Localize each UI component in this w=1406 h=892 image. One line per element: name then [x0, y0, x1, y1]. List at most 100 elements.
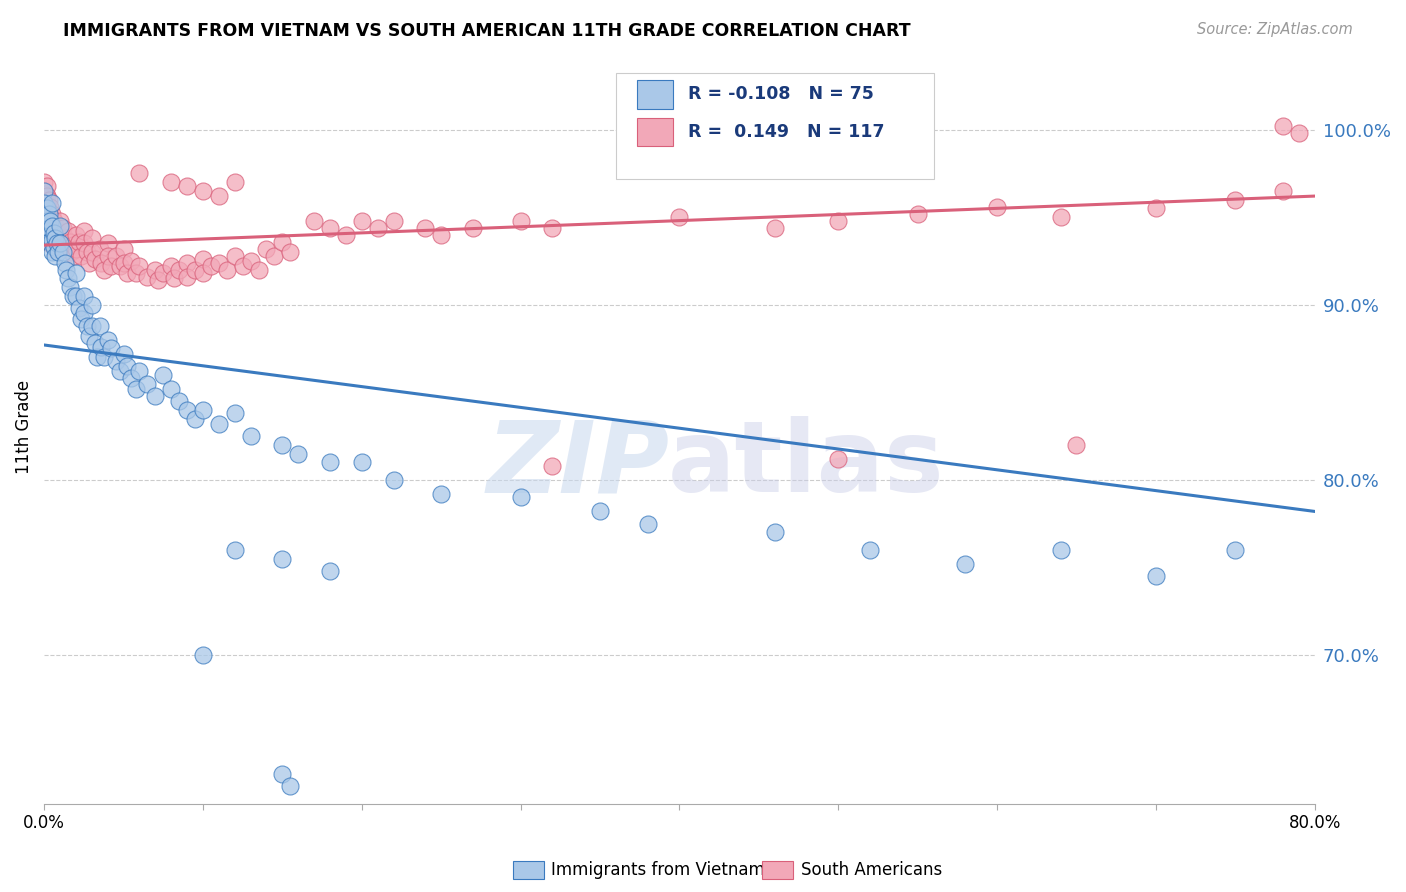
Point	[39, 231, 62, 245]
Point	[163, 271, 186, 285]
Point	[128, 364, 150, 378]
Point	[136, 376, 159, 391]
Point	[128, 259, 150, 273]
Text: IMMIGRANTS FROM VIETNAM VS SOUTH AMERICAN 11TH GRADE CORRELATION CHART: IMMIGRANTS FROM VIETNAM VS SOUTH AMERICA…	[63, 22, 911, 40]
Point	[73, 289, 96, 303]
Point	[52, 245, 75, 260]
Point	[430, 227, 453, 242]
Point	[152, 266, 174, 280]
Point	[65, 242, 87, 256]
Point	[160, 175, 183, 189]
Point	[263, 249, 285, 263]
Point	[42, 240, 65, 254]
Point	[278, 780, 301, 794]
Point	[110, 364, 132, 378]
Point	[32, 202, 55, 216]
Point	[224, 406, 246, 420]
Point	[367, 220, 389, 235]
Point	[121, 253, 143, 268]
Point	[37, 224, 59, 238]
Point	[38, 220, 60, 235]
Point	[1271, 184, 1294, 198]
Point	[191, 252, 214, 267]
Point	[589, 504, 612, 518]
Point	[55, 262, 77, 277]
Point	[97, 249, 120, 263]
Point	[52, 220, 75, 235]
Point	[319, 564, 342, 578]
FancyBboxPatch shape	[616, 73, 934, 178]
Text: Immigrants from Vietnam: Immigrants from Vietnam	[551, 861, 765, 879]
Point	[287, 447, 309, 461]
Point	[184, 411, 207, 425]
Point	[224, 543, 246, 558]
Point	[53, 255, 76, 269]
Point	[152, 368, 174, 382]
Point	[382, 213, 405, 227]
Point	[37, 202, 59, 216]
Bar	[637, 118, 673, 146]
Text: South Americans: South Americans	[801, 861, 942, 879]
Point	[65, 227, 87, 242]
Point	[32, 184, 55, 198]
Point	[49, 213, 72, 227]
Point	[39, 200, 62, 214]
Point	[32, 227, 55, 242]
Point	[176, 269, 198, 284]
Point	[73, 306, 96, 320]
Point	[32, 193, 55, 207]
Point	[56, 271, 79, 285]
Point	[125, 382, 148, 396]
Point	[125, 266, 148, 280]
Text: atlas: atlas	[668, 417, 945, 514]
Point	[37, 213, 59, 227]
Point	[44, 249, 66, 263]
Point	[112, 255, 135, 269]
Point	[37, 227, 59, 242]
Point	[637, 516, 659, 531]
Point	[1144, 569, 1167, 583]
Point	[53, 231, 76, 245]
Point	[100, 342, 122, 356]
Point	[41, 196, 63, 211]
Point	[232, 259, 254, 273]
Point	[32, 210, 55, 224]
Point	[41, 227, 63, 242]
Point	[73, 236, 96, 251]
Point	[65, 266, 87, 280]
Text: R =  0.149   N = 117: R = 0.149 N = 117	[689, 123, 884, 141]
Point	[541, 220, 564, 235]
Point	[32, 196, 55, 211]
Point	[112, 347, 135, 361]
Point	[90, 255, 112, 269]
Point	[97, 236, 120, 251]
Point	[42, 235, 65, 249]
Point	[215, 262, 238, 277]
Point	[128, 166, 150, 180]
Point	[184, 262, 207, 277]
Point	[84, 252, 107, 267]
Point	[271, 551, 294, 566]
Point	[48, 245, 70, 260]
Point	[1049, 543, 1071, 558]
Point	[224, 175, 246, 189]
Point	[827, 451, 849, 466]
Point	[827, 213, 849, 227]
Point	[32, 215, 55, 229]
Point	[160, 259, 183, 273]
Point	[191, 184, 214, 198]
Point	[38, 193, 60, 207]
Point	[35, 219, 58, 233]
Point	[382, 473, 405, 487]
Point	[37, 213, 59, 227]
Point	[69, 249, 91, 263]
Point	[176, 255, 198, 269]
Point	[32, 184, 55, 198]
Point	[100, 259, 122, 273]
Point	[44, 242, 66, 256]
Point	[32, 196, 55, 211]
Point	[63, 249, 86, 263]
Point	[39, 220, 62, 235]
Point	[1066, 438, 1088, 452]
Point	[35, 187, 58, 202]
